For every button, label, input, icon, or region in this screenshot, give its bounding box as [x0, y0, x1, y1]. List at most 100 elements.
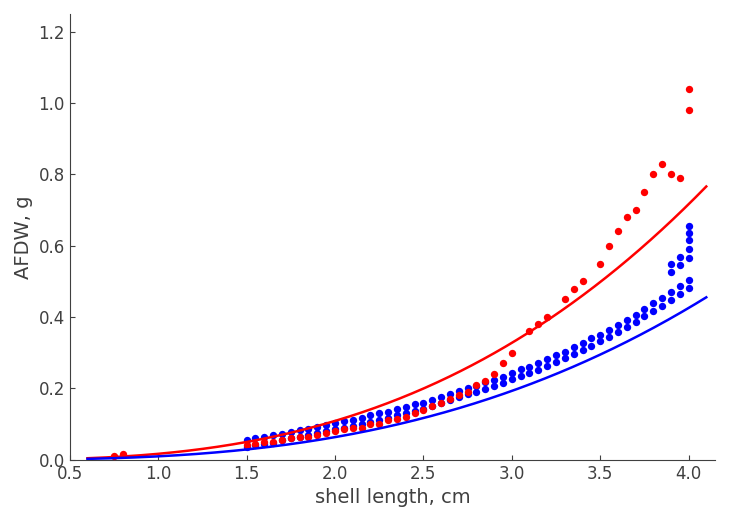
- Point: [603, 242, 615, 250]
- Point: [542, 362, 553, 370]
- Point: [488, 370, 500, 378]
- Point: [585, 342, 597, 350]
- Point: [683, 222, 695, 230]
- Point: [418, 399, 429, 407]
- Point: [276, 436, 288, 444]
- Point: [665, 170, 677, 179]
- Point: [285, 434, 297, 442]
- Point: [568, 284, 580, 293]
- Point: [364, 418, 376, 426]
- Point: [630, 317, 642, 326]
- Point: [639, 188, 650, 196]
- Point: [418, 405, 429, 414]
- Point: [656, 294, 668, 302]
- Point: [480, 378, 491, 387]
- Point: [400, 413, 412, 421]
- Point: [444, 396, 456, 405]
- Point: [515, 365, 526, 374]
- Point: [356, 420, 367, 428]
- Point: [647, 307, 659, 315]
- Point: [453, 393, 464, 402]
- Point: [294, 432, 305, 441]
- Point: [647, 170, 659, 179]
- Point: [338, 424, 350, 432]
- Point: [532, 359, 544, 367]
- Point: [285, 434, 297, 442]
- Point: [320, 421, 332, 429]
- Point: [435, 399, 447, 407]
- Point: [532, 366, 544, 374]
- Point: [426, 395, 438, 404]
- Point: [603, 332, 615, 341]
- Point: [674, 253, 685, 262]
- Point: [249, 440, 261, 448]
- Point: [311, 429, 323, 437]
- Point: [674, 174, 685, 182]
- Point: [665, 268, 677, 277]
- Point: [249, 434, 261, 442]
- Point: [330, 427, 341, 436]
- Point: [276, 436, 288, 444]
- Point: [577, 346, 588, 354]
- Point: [391, 411, 402, 419]
- Point: [683, 106, 695, 114]
- Point: [241, 436, 252, 444]
- Point: [497, 359, 509, 368]
- Point: [294, 432, 305, 441]
- Point: [603, 325, 615, 333]
- Point: [338, 425, 350, 433]
- Point: [347, 424, 359, 432]
- Point: [117, 450, 129, 458]
- Point: [444, 390, 456, 398]
- Point: [559, 348, 571, 356]
- Y-axis label: AFDW, g: AFDW, g: [14, 195, 33, 279]
- Point: [480, 377, 491, 386]
- Point: [311, 423, 323, 431]
- Point: [400, 403, 412, 411]
- Point: [480, 384, 491, 393]
- Point: [320, 427, 332, 436]
- Point: [356, 424, 367, 432]
- Point: [532, 320, 544, 328]
- Point: [656, 159, 668, 168]
- Point: [409, 400, 421, 408]
- Point: [542, 355, 553, 363]
- Point: [683, 254, 695, 263]
- Point: [612, 328, 624, 336]
- Point: [444, 395, 456, 403]
- Point: [621, 213, 633, 221]
- X-axis label: shell length, cm: shell length, cm: [315, 488, 470, 507]
- Point: [683, 84, 695, 93]
- Point: [523, 363, 535, 371]
- Point: [303, 430, 314, 439]
- Point: [391, 405, 402, 413]
- Point: [674, 282, 685, 290]
- Point: [391, 415, 402, 423]
- Point: [373, 416, 385, 424]
- Point: [550, 351, 562, 359]
- Point: [594, 330, 606, 339]
- Point: [577, 339, 588, 347]
- Point: [665, 296, 677, 304]
- Point: [409, 409, 421, 417]
- Point: [568, 343, 580, 352]
- Point: [285, 428, 297, 436]
- Point: [683, 245, 695, 253]
- Point: [506, 369, 518, 377]
- Point: [559, 295, 571, 303]
- Point: [373, 420, 385, 428]
- Point: [249, 441, 261, 450]
- Point: [630, 311, 642, 319]
- Point: [683, 276, 695, 284]
- Point: [612, 320, 624, 329]
- Point: [426, 402, 438, 411]
- Point: [577, 277, 588, 286]
- Point: [320, 429, 332, 437]
- Point: [382, 407, 394, 416]
- Point: [435, 393, 447, 401]
- Point: [471, 381, 483, 389]
- Point: [550, 358, 562, 366]
- Point: [435, 399, 447, 407]
- Point: [461, 384, 473, 392]
- Point: [418, 404, 429, 413]
